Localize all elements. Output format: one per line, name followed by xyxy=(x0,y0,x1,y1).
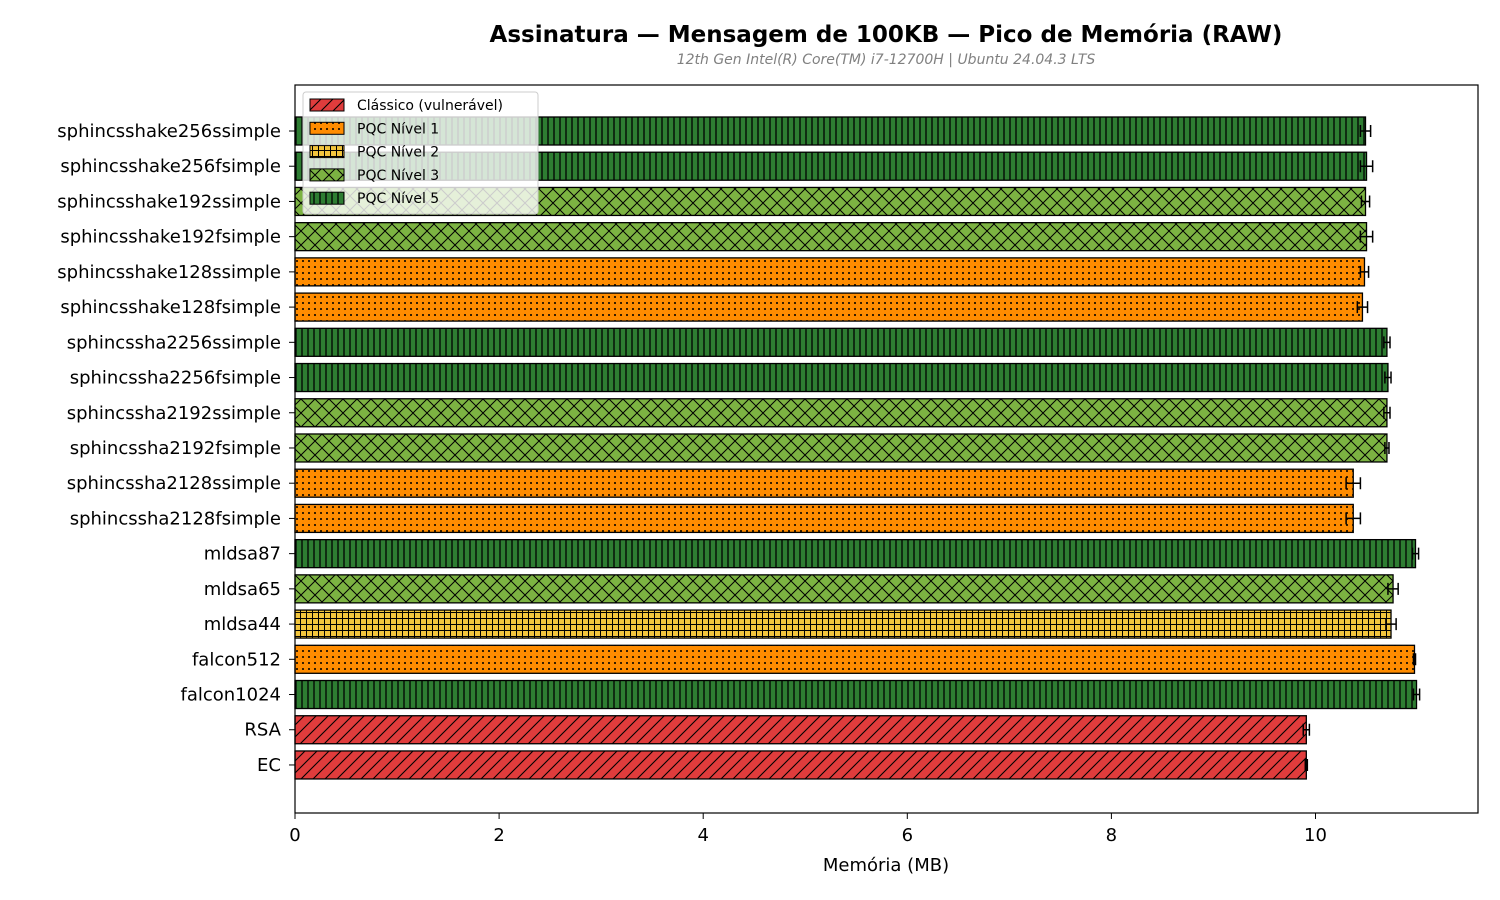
y-tick-label: mldsa87 xyxy=(204,544,281,565)
bar-falcon512 xyxy=(294,644,1416,674)
error-bar-RSA xyxy=(1302,723,1311,736)
error-bar-sphincssha2128ssimple xyxy=(1345,477,1362,490)
y-tick-label: sphincsshake128ssimple xyxy=(57,262,281,283)
error-bar-sphincssha2256ssimple xyxy=(1383,336,1391,349)
x-tick-label: 4 xyxy=(697,825,708,846)
legend-swatch-n3 xyxy=(309,168,345,182)
error-bar-mldsa65 xyxy=(1387,582,1399,595)
bar-sphincsshake192fsimple xyxy=(294,222,1368,252)
bar-sphincssha2256ssimple xyxy=(294,327,1388,357)
bars-layer xyxy=(294,116,1421,780)
bar-sphincssha2128ssimple xyxy=(294,468,1354,498)
legend-swatch-n1 xyxy=(309,121,345,135)
legend-swatch-n5 xyxy=(309,191,345,205)
y-tick-label: sphincssha2192fsimple xyxy=(70,438,281,459)
bar-sphincssha2192ssimple xyxy=(294,398,1388,428)
bar-sphincssha2192fsimple xyxy=(294,433,1388,463)
y-tick-label: sphincssha2128fsimple xyxy=(70,508,281,529)
y-tick-label: sphincssha2256fsimple xyxy=(70,368,281,389)
y-tick-label: sphincssha2256ssimple xyxy=(67,332,281,353)
bar-mldsa44 xyxy=(294,609,1392,639)
bar-falcon1024 xyxy=(294,679,1418,710)
x-tick-label: 6 xyxy=(902,825,913,846)
legend: Clássico (vulnerável) PQC Nível 1 PQC Níve… xyxy=(302,91,539,215)
chart-title: Assinatura — Mensagem de 100KB — Pico de… xyxy=(490,22,1283,48)
bar-mldsa65 xyxy=(294,574,1394,604)
legend-label-n3: PQC Nível 3 xyxy=(357,168,439,184)
error-bar-sphincsshake256ssimple xyxy=(1359,125,1372,137)
error-bar-falcon512 xyxy=(1412,653,1417,666)
error-bar-EC xyxy=(1304,758,1309,771)
x-tick-label: 8 xyxy=(1106,825,1117,846)
y-tick-label: falcon512 xyxy=(192,649,281,670)
bar-sphincsshake128ssimple xyxy=(294,257,1366,287)
error-bar-falcon1024 xyxy=(1412,688,1421,701)
bar-RSA xyxy=(294,715,1307,745)
error-bar-sphincsshake192ssimple xyxy=(1360,195,1371,208)
legend-label-n2: PQC Nível 2 xyxy=(357,145,439,161)
y-tick-label: mldsa44 xyxy=(204,614,281,635)
error-bar-sphincssha2192ssimple xyxy=(1383,406,1391,419)
y-tick-label: mldsa65 xyxy=(204,579,281,600)
y-axis: sphincsshake256ssimple sphincsshake256fsi… xyxy=(57,121,295,776)
bar-EC xyxy=(294,750,1307,780)
chart-subtitle: 12th Gen Intel(R) Core(TM) i7-12700H | U… xyxy=(677,52,1096,68)
y-tick-label: sphincsshake192fsimple xyxy=(60,227,281,248)
bar-sphincssha2128fsimple xyxy=(294,503,1354,534)
y-tick-label: sphincsshake256fsimple xyxy=(60,156,281,177)
x-tick-label: 0 xyxy=(289,825,300,846)
legend-swatch-n2 xyxy=(309,145,345,159)
legend-swatch-classico xyxy=(309,98,345,112)
y-tick-label: sphincssha2128ssimple xyxy=(67,473,281,494)
legend-box xyxy=(302,91,539,215)
y-tick-label: sphincsshake192ssimple xyxy=(57,191,281,212)
x-tick-label: 10 xyxy=(1304,825,1327,846)
x-axis: 0 2 4 6 8 10 xyxy=(289,813,1327,846)
error-bar-sphincsshake128fsimple xyxy=(1356,301,1369,314)
y-tick-label: EC xyxy=(257,755,281,776)
error-bar-mldsa44 xyxy=(1385,618,1397,631)
y-tick-label: falcon1024 xyxy=(181,685,282,706)
x-axis-label: Memória (MB) xyxy=(823,855,949,876)
legend-label-n5: PQC Nível 5 xyxy=(357,191,439,207)
error-bar-sphincssha2192fsimple xyxy=(1384,441,1390,454)
legend-label-n1: PQC Nível 1 xyxy=(357,121,439,137)
plot-frame xyxy=(294,84,1479,814)
bar-sphincssha2256fsimple xyxy=(294,362,1389,393)
error-bar-sphincssha2128fsimple xyxy=(1345,512,1362,525)
error-bar-sphincsshake192fsimple xyxy=(1359,230,1374,243)
bar-mldsa87 xyxy=(294,538,1417,569)
error-bar-sphincssha2256fsimple xyxy=(1384,371,1392,384)
y-tick-label: sphincsshake128fsimple xyxy=(60,297,281,318)
y-tick-label: sphincssha2192ssimple xyxy=(67,403,281,424)
y-tick-label: RSA xyxy=(244,720,281,741)
error-bar-sphincsshake128ssimple xyxy=(1359,265,1370,278)
bar-sphincsshake128fsimple xyxy=(294,292,1364,322)
x-tick-label: 2 xyxy=(493,825,504,846)
error-bar-mldsa87 xyxy=(1411,547,1420,560)
legend-label-classico: Clássico (vulnerável) xyxy=(357,98,503,114)
error-bar-sphincsshake256fsimple xyxy=(1359,160,1374,173)
y-tick-label: sphincsshake256ssimple xyxy=(57,121,281,142)
